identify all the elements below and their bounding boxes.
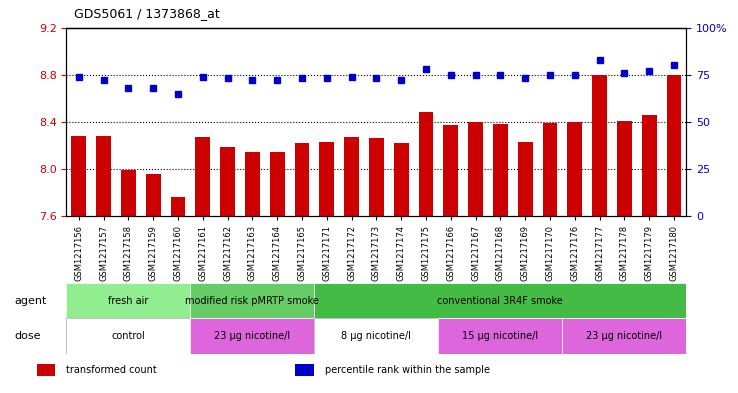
Bar: [369, 138, 384, 216]
Bar: [617, 121, 632, 216]
FancyBboxPatch shape: [66, 283, 190, 318]
FancyBboxPatch shape: [562, 318, 686, 354]
Text: transformed count: transformed count: [66, 365, 157, 375]
Bar: [37, 364, 55, 376]
Bar: [444, 125, 458, 216]
Bar: [294, 143, 309, 216]
Text: 23 μg nicotine/l: 23 μg nicotine/l: [214, 331, 291, 341]
Text: 8 μg nicotine/l: 8 μg nicotine/l: [342, 331, 411, 341]
Bar: [121, 170, 136, 216]
Text: agent: agent: [15, 296, 47, 306]
Bar: [642, 115, 657, 216]
Bar: [592, 75, 607, 216]
Bar: [666, 75, 681, 216]
Bar: [295, 364, 314, 376]
Bar: [196, 137, 210, 216]
Bar: [72, 136, 86, 216]
Bar: [270, 152, 285, 216]
Text: 23 μg nicotine/l: 23 μg nicotine/l: [586, 331, 663, 341]
Bar: [568, 122, 582, 216]
Bar: [170, 197, 185, 216]
Text: dose: dose: [15, 331, 41, 341]
Bar: [245, 152, 260, 216]
Bar: [344, 137, 359, 216]
FancyBboxPatch shape: [438, 318, 562, 354]
Bar: [96, 136, 111, 216]
Text: GDS5061 / 1373868_at: GDS5061 / 1373868_at: [74, 7, 219, 20]
Text: control: control: [111, 331, 145, 341]
Bar: [146, 174, 161, 216]
Bar: [220, 147, 235, 216]
Text: 15 μg nicotine/l: 15 μg nicotine/l: [462, 331, 539, 341]
Bar: [542, 123, 557, 216]
Bar: [493, 124, 508, 216]
Bar: [418, 112, 433, 216]
FancyBboxPatch shape: [314, 283, 686, 318]
Text: fresh air: fresh air: [108, 296, 148, 306]
FancyBboxPatch shape: [190, 318, 314, 354]
Bar: [320, 142, 334, 216]
Bar: [394, 143, 409, 216]
Text: conventional 3R4F smoke: conventional 3R4F smoke: [438, 296, 563, 306]
FancyBboxPatch shape: [190, 283, 314, 318]
FancyBboxPatch shape: [314, 318, 438, 354]
Bar: [468, 122, 483, 216]
FancyBboxPatch shape: [66, 318, 190, 354]
Text: modified risk pMRTP smoke: modified risk pMRTP smoke: [185, 296, 320, 306]
Bar: [518, 142, 533, 216]
Text: percentile rank within the sample: percentile rank within the sample: [325, 365, 490, 375]
